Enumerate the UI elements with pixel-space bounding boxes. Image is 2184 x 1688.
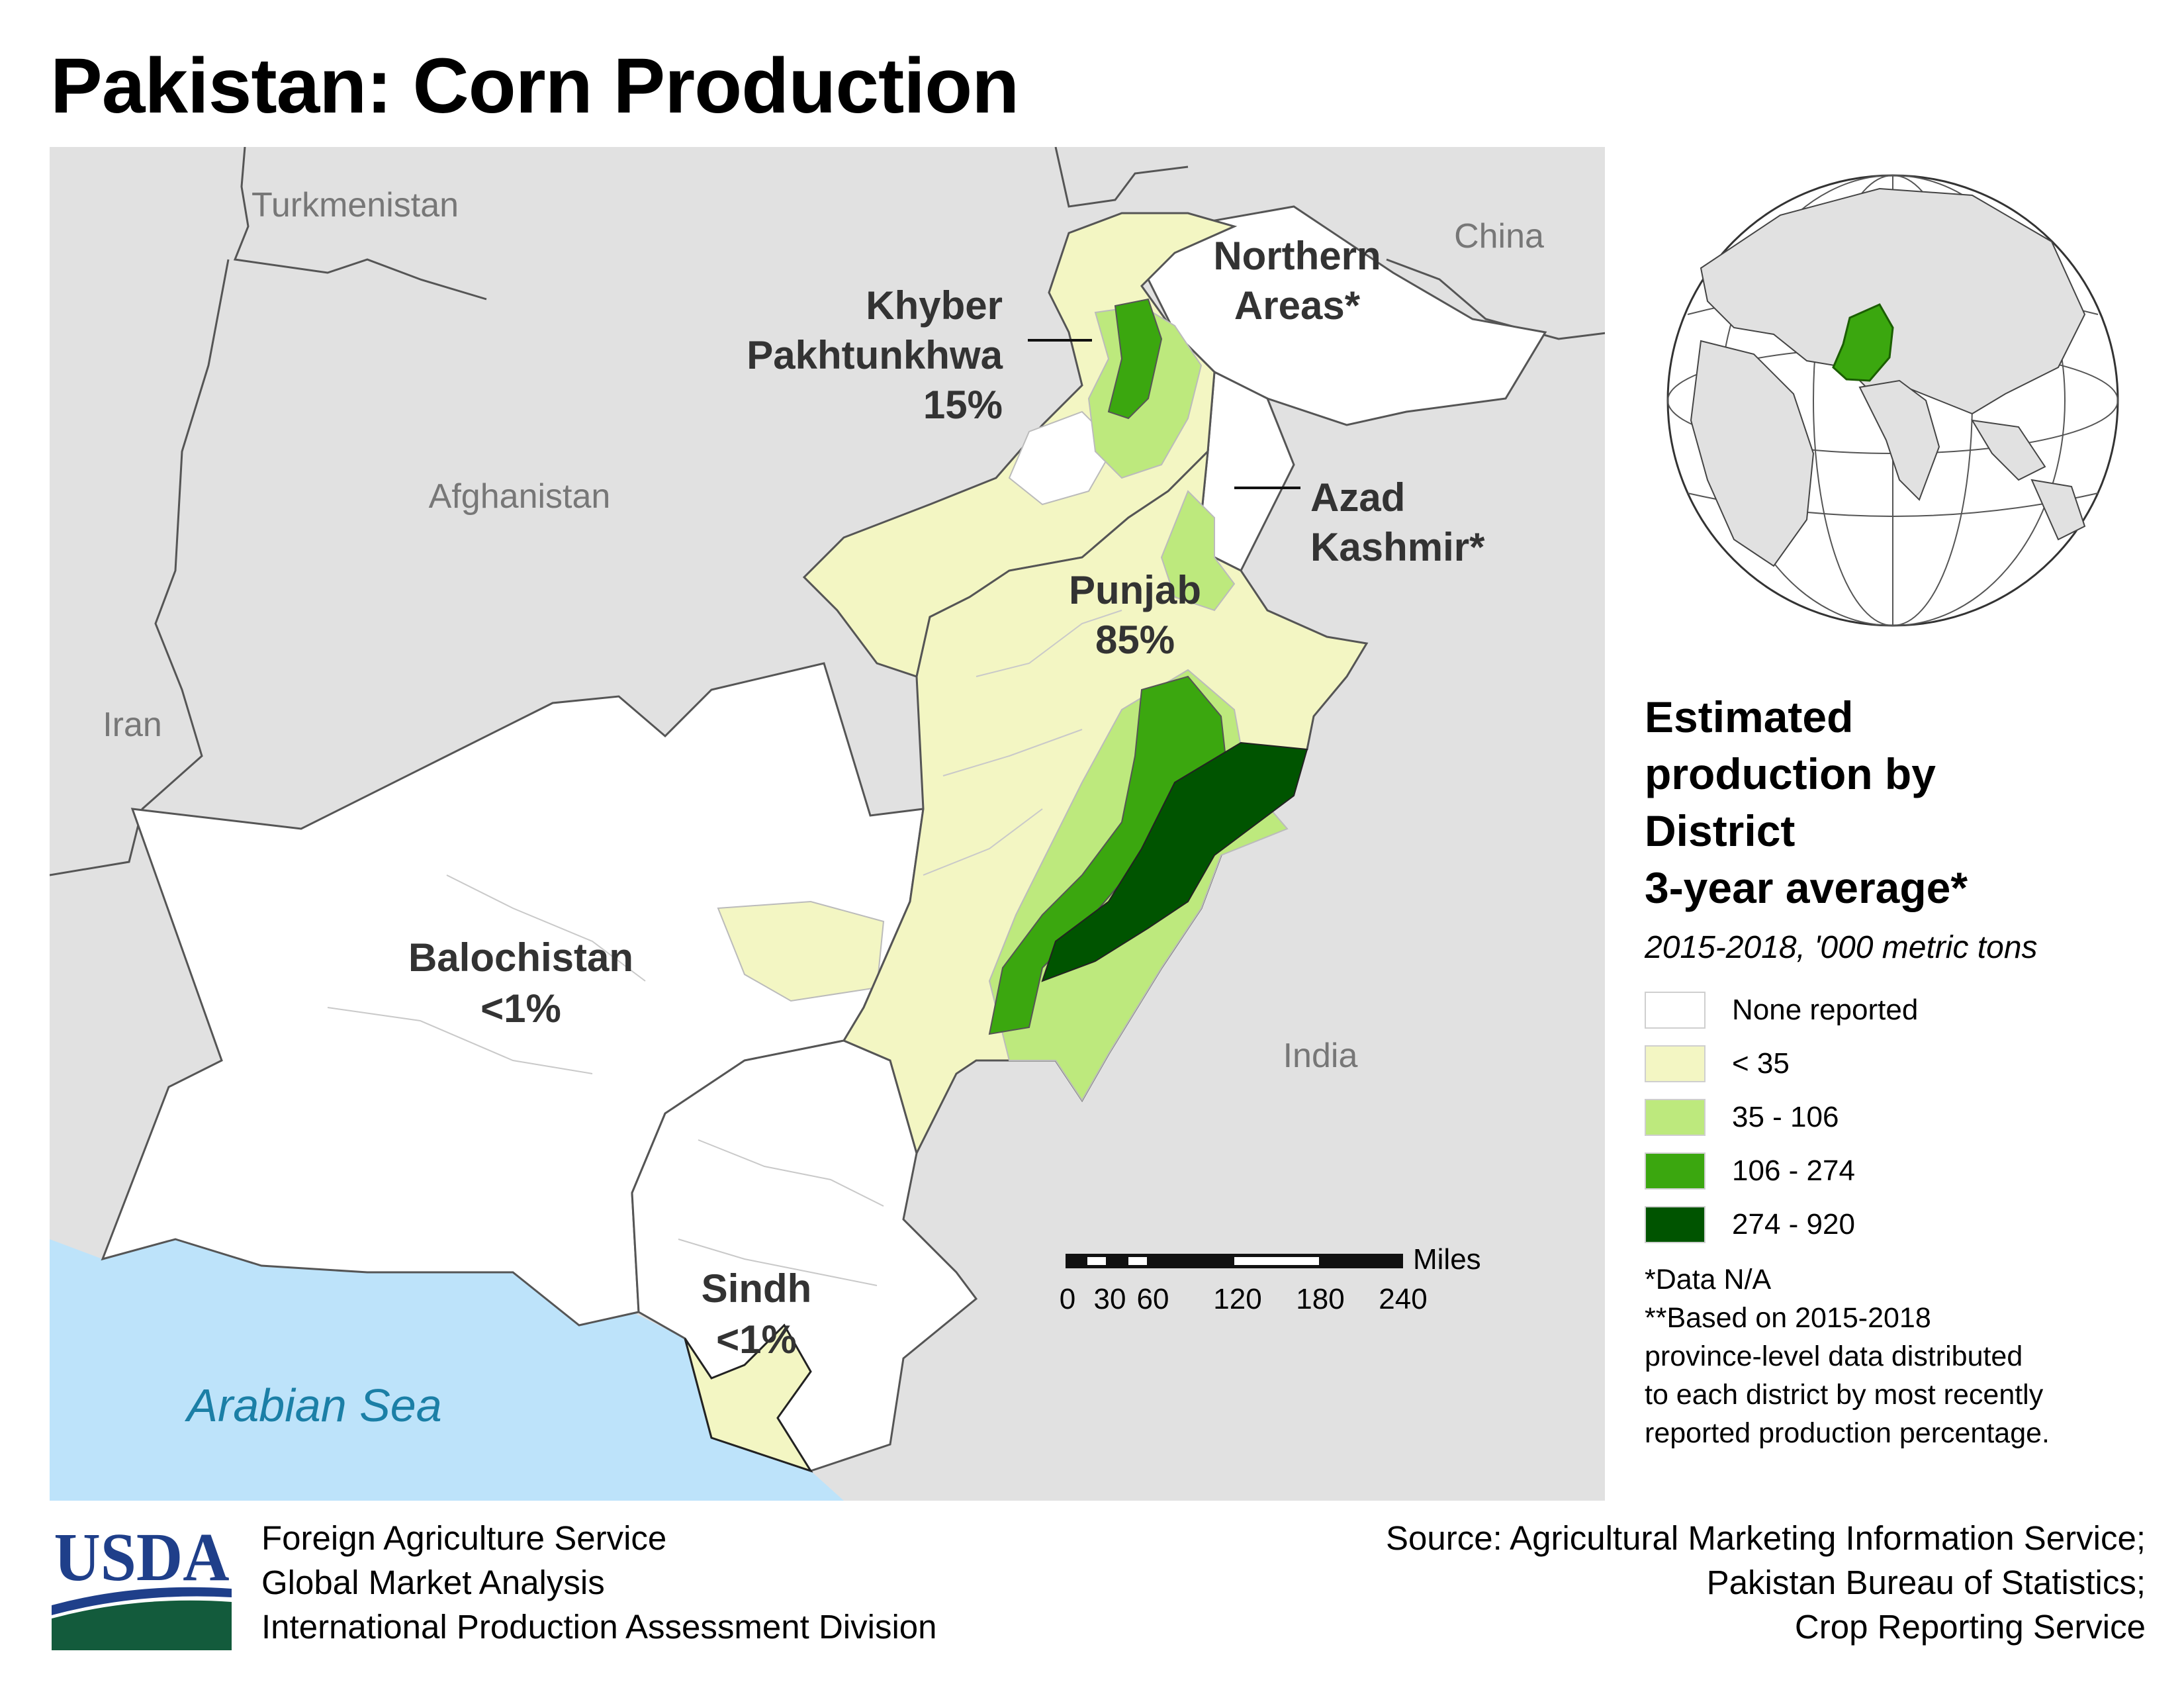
province-label-northern-line1: Northern <box>1213 234 1381 278</box>
legend-notes: *Data N/A **Based on 2015-2018 province-… <box>1645 1260 2161 1452</box>
scale-bar: Miles 0 30 60 120 180 240 <box>1060 1243 1481 1315</box>
agency-credits: Foreign Agriculture Service Global Marke… <box>261 1516 937 1649</box>
credit-line: Foreign Agriculture Service <box>261 1519 667 1557</box>
usda-logo-text: USDA <box>54 1519 230 1595</box>
credit-line: Global Market Analysis <box>261 1564 605 1601</box>
source-line: Source: Agricultural Marketing Informati… <box>1386 1519 2146 1557</box>
usda-logo: USDA <box>52 1519 232 1650</box>
legend-subtitle: 2015-2018, '000 metric tons <box>1645 930 2038 965</box>
legend-swatch-class3 <box>1645 1152 1706 1190</box>
province-label-sindh-share: <1% <box>716 1317 797 1362</box>
province-label-khyber-line1: Khyber <box>866 283 1003 328</box>
legend-title-line: Estimated <box>1645 692 1854 741</box>
usda-logo-field <box>52 1600 232 1650</box>
country-label-china: China <box>1454 217 1544 256</box>
legend-label: 106 - 274 <box>1732 1154 1855 1187</box>
country-label-iran: Iran <box>103 706 162 744</box>
scale-tick-240: 240 <box>1379 1283 1427 1315</box>
scale-tick-30: 30 <box>1094 1283 1126 1315</box>
source-line: Crop Reporting Service <box>1794 1608 2146 1646</box>
label-leader-lines <box>1028 339 1300 489</box>
legend-item: 274 - 920 <box>1645 1197 2161 1251</box>
province-label-khyber-line2: Pakhtunkhwa <box>747 333 1003 377</box>
province-label-azad-line1: Azad <box>1310 475 1405 520</box>
punjab-class4-districts <box>1041 741 1308 982</box>
province-label-northern-line2: Areas* <box>1234 283 1361 328</box>
country-label-india: India <box>1283 1037 1358 1075</box>
scale-tick-60: 60 <box>1137 1283 1169 1315</box>
legend-note: **Based on 2015-2018 <box>1645 1302 1931 1334</box>
legend-note: province-level data distributed <box>1645 1340 2023 1372</box>
international-borders <box>50 147 1605 876</box>
legend-item: < 35 <box>1645 1037 2161 1090</box>
source-line: Pakistan Bureau of Statistics; <box>1706 1564 2146 1601</box>
legend-note: *Data N/A <box>1645 1264 1772 1295</box>
legend-swatch-none <box>1645 991 1706 1029</box>
legend-item: 106 - 274 <box>1645 1144 2161 1197</box>
legend-item: 35 - 106 <box>1645 1090 2161 1144</box>
province-label-sindh: Sindh <box>702 1266 812 1311</box>
credit-line: International Production Assessment Divi… <box>261 1608 937 1646</box>
arabian-sea <box>50 1239 844 1501</box>
scale-bar-unit: Miles <box>1413 1243 1481 1276</box>
map-title: Pakistan: Corn Production <box>50 42 1019 130</box>
legend-title-line: production by <box>1645 749 1936 798</box>
scale-tick-120: 120 <box>1213 1283 1261 1315</box>
legend-title-line: District <box>1645 806 1796 855</box>
legend-item: None reported <box>1645 983 2161 1037</box>
legend-swatch-class1 <box>1645 1045 1706 1082</box>
legend-title-line: 3-year average* <box>1645 863 1968 912</box>
province-label-punjab-share: 85% <box>1095 618 1175 662</box>
legend-note: reported production percentage. <box>1645 1417 2050 1449</box>
legend: Estimated production by District 3-year … <box>1645 688 2161 1452</box>
legend-swatch-class4 <box>1645 1205 1706 1243</box>
country-label-afghanistan: Afghanistan <box>429 477 611 516</box>
scale-tick-180: 180 <box>1296 1283 1344 1315</box>
province-label-balochistan: Balochistan <box>408 935 633 980</box>
legend-items: None reported < 35 35 - 106 106 - 274 27… <box>1645 983 2161 1251</box>
khyber-white-districts <box>1008 410 1116 506</box>
legend-label: < 35 <box>1732 1047 1790 1080</box>
water-label-arabian-sea: Arabian Sea <box>184 1380 441 1431</box>
province-label-balochistan-share: <1% <box>480 986 561 1031</box>
legend-label: 274 - 920 <box>1732 1207 1855 1241</box>
province-label-azad-line2: Kashmir* <box>1310 525 1485 569</box>
province-label-khyber-share: 15% <box>923 383 1003 427</box>
khyber-class3-district <box>1107 298 1163 420</box>
legend-title: Estimated production by District 3-year … <box>1645 688 2161 916</box>
globe-pakistan-highlight <box>1832 303 1894 382</box>
sindh-southern-districts <box>684 1323 813 1473</box>
legend-swatch-class2 <box>1645 1098 1706 1136</box>
district-boundaries <box>327 610 1122 1286</box>
province-label-punjab: Punjab <box>1069 568 1201 612</box>
legend-label: None reported <box>1732 993 1919 1026</box>
punjab-class2-north <box>1160 490 1236 612</box>
legend-label: 35 - 106 <box>1732 1100 1839 1133</box>
data-source: Source: Agricultural Marketing Informati… <box>1386 1516 2146 1649</box>
globe-landmasses <box>1690 187 2086 567</box>
locator-globe <box>1666 174 2119 627</box>
usda-logo-swoosh <box>52 1587 232 1615</box>
pakistan-map: Turkmenistan Afghanistan Iran China Indi… <box>50 147 1605 1501</box>
country-label-turkmenistan: Turkmenistan <box>251 186 459 224</box>
legend-note: to each district by most recently <box>1645 1379 2044 1411</box>
scale-tick-0: 0 <box>1060 1283 1075 1315</box>
